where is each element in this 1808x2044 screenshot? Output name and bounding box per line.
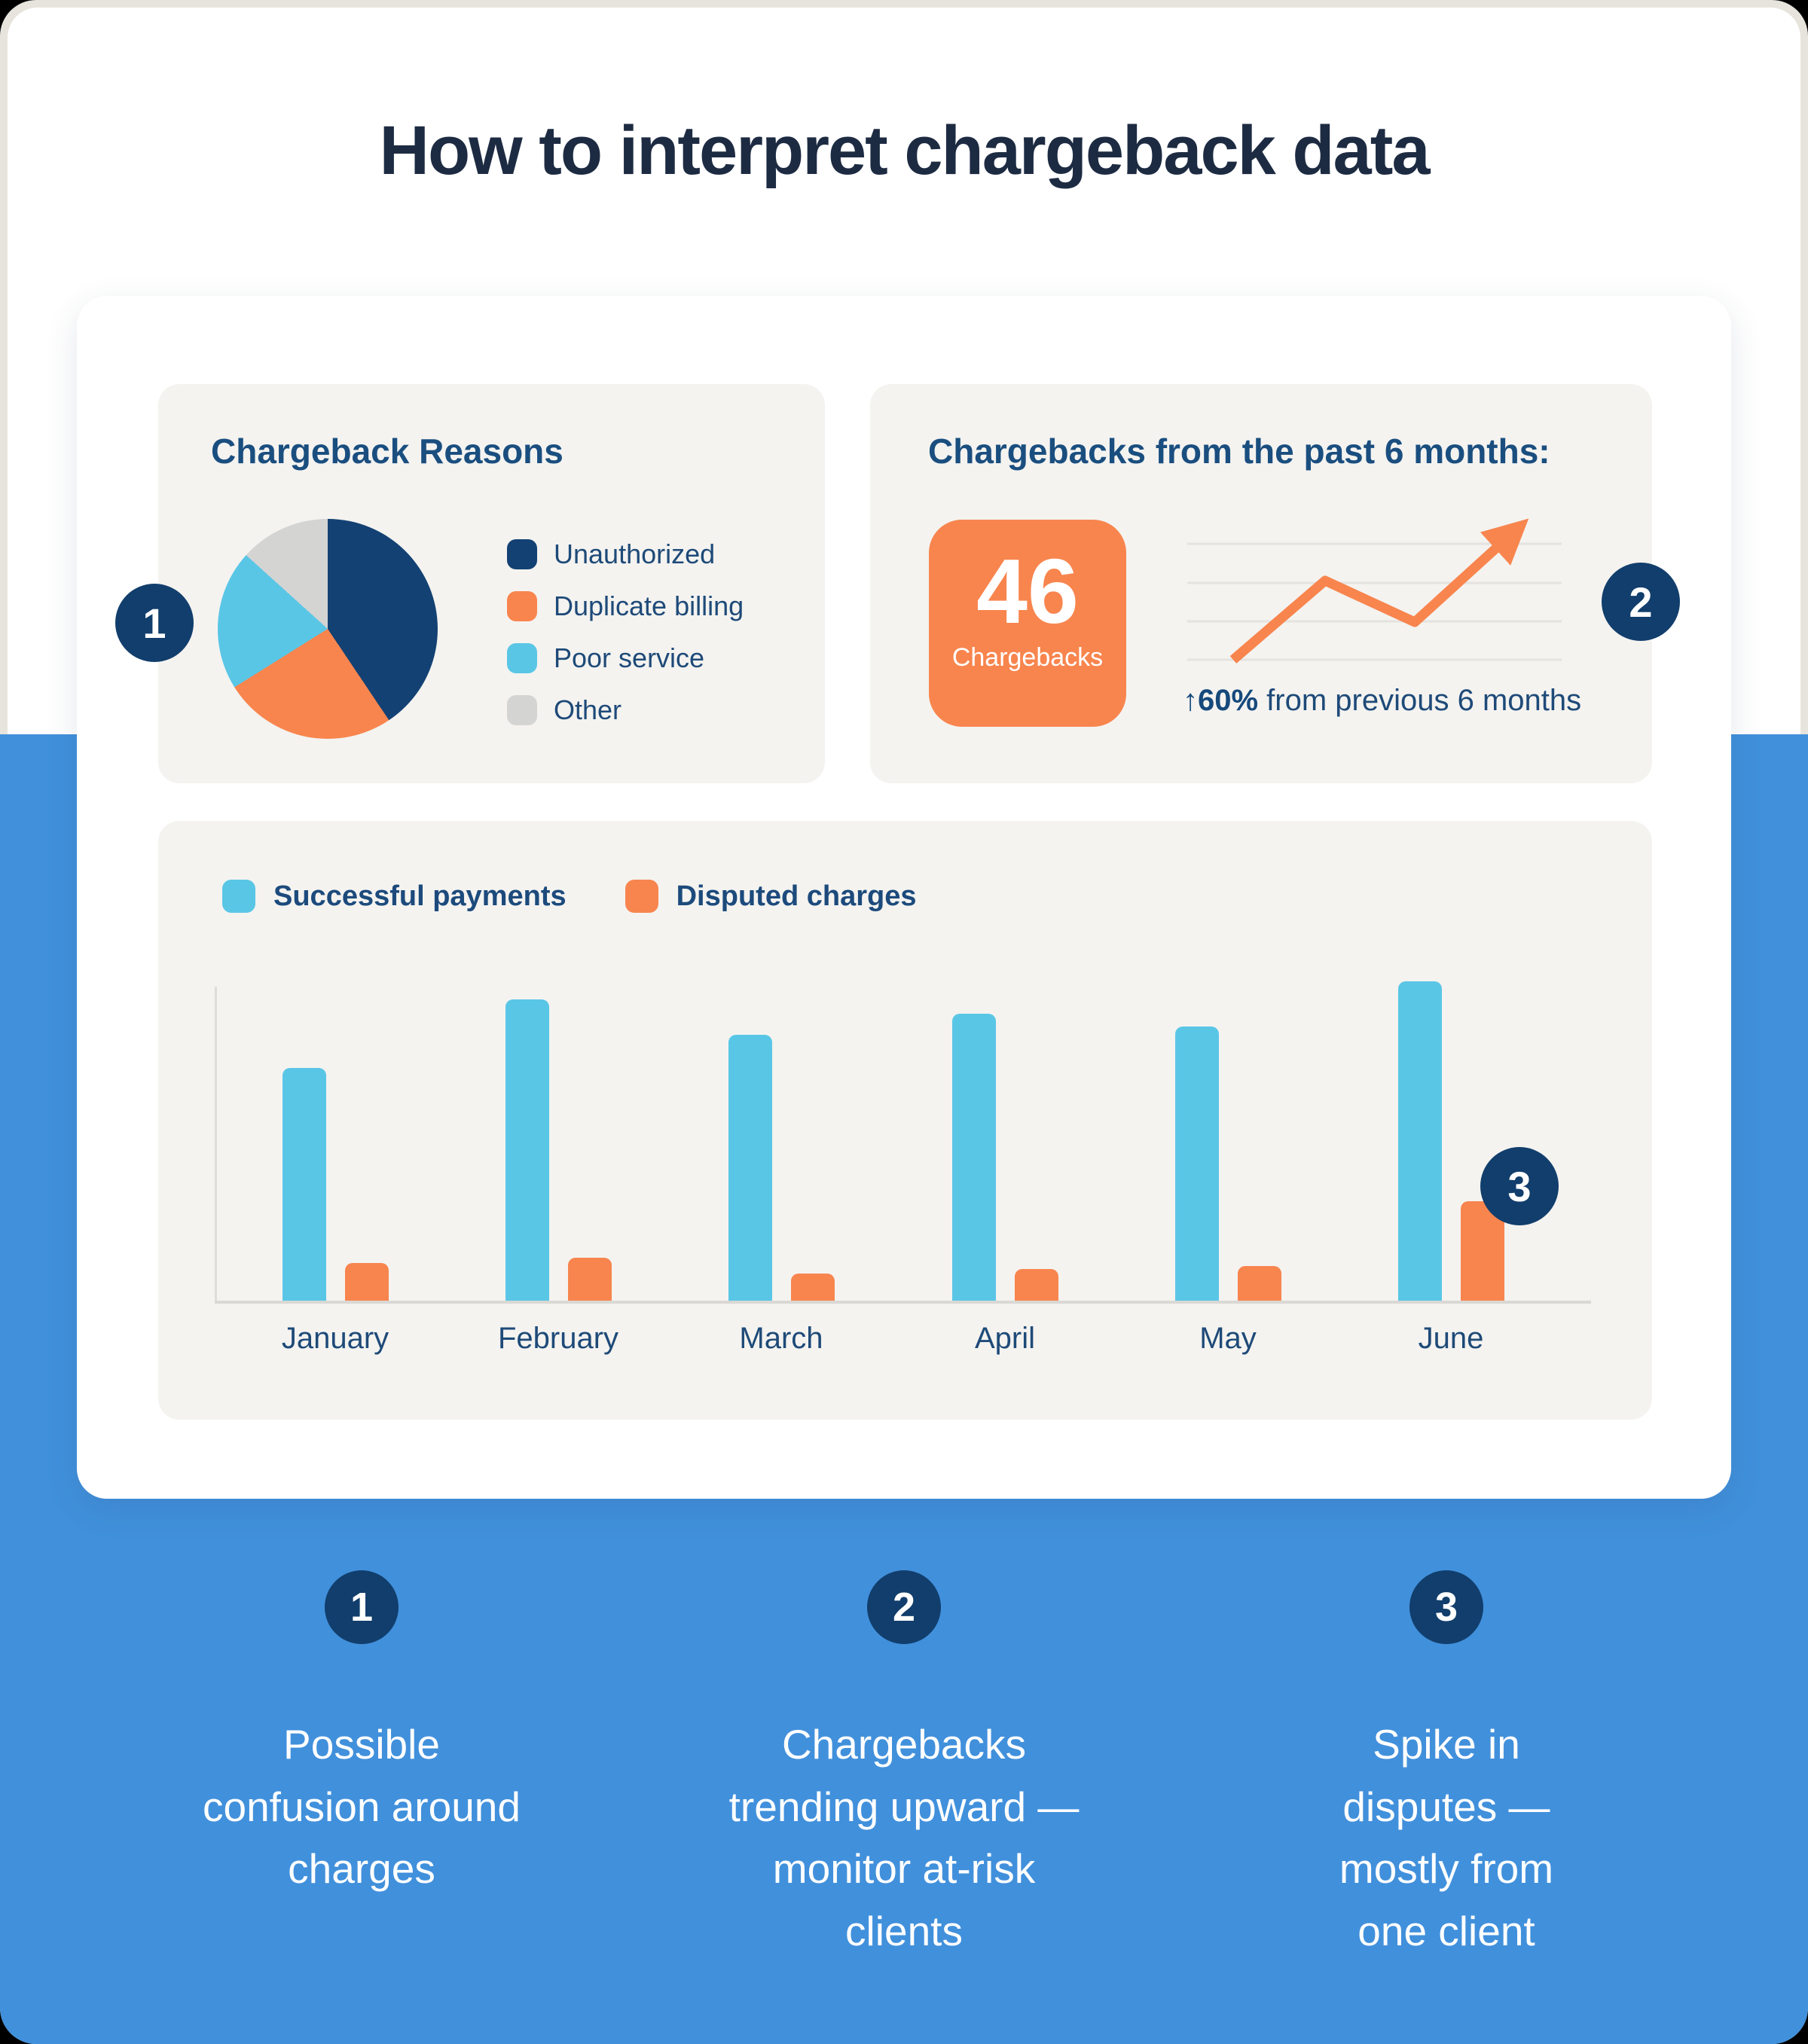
bar-chart-legend: Successful payments Disputed charges xyxy=(222,880,916,913)
pie-card-heading: Chargeback Reasons xyxy=(211,432,563,471)
bar-chart-card: Successful payments Disputed charges Janu… xyxy=(158,821,1652,1420)
bar-legend-item-1-swatch xyxy=(625,880,658,913)
bar-legend-item-0: Successful payments xyxy=(222,880,567,913)
note-text-2: Chargebacks trending upward — monitor at… xyxy=(728,1721,1080,1954)
x-axis-line xyxy=(215,1301,1591,1304)
pie-legend-item-3-swatch xyxy=(507,695,537,725)
y-axis-line xyxy=(215,987,217,1302)
disputed-bar-january xyxy=(345,1263,389,1301)
successful-bar-january xyxy=(282,1068,326,1301)
pie-legend-item-0-swatch xyxy=(507,539,537,569)
note-badge-3: 3 xyxy=(1409,1570,1483,1644)
trend-card: Chargebacks from the past 6 months: 46 C… xyxy=(870,384,1652,783)
bar-legend-item-0-label: Successful payments xyxy=(273,880,567,912)
bar-chart-plot: January February March April May June xyxy=(158,821,1652,1420)
note-text-1: Possible confusion around charges xyxy=(203,1721,521,1892)
successful-bar-april xyxy=(952,1014,996,1301)
note-column-2: 2 Chargebacks trending upward — monitor a… xyxy=(693,1570,1115,1962)
pie-chart xyxy=(218,519,438,739)
month-label-april: April xyxy=(974,1322,1036,1355)
month-label-february: February xyxy=(497,1322,619,1355)
pie-legend-item-1-swatch xyxy=(507,591,537,621)
pie-legend-item-3-label: Other xyxy=(554,694,622,725)
month-label-june: June xyxy=(1418,1322,1484,1355)
chargebacks-stat-box: 46 Chargebacks xyxy=(929,520,1126,727)
pie-legend-item-2-label: Poor service xyxy=(554,642,705,673)
month-label-may: May xyxy=(1199,1322,1257,1355)
pie-legend: Unauthorized Duplicate billing Poor servic… xyxy=(507,538,744,726)
pie-legend-item-2-swatch xyxy=(507,643,537,673)
pie-legend-item-3: Other xyxy=(507,694,744,726)
pie-legend-item-1-label: Duplicate billing xyxy=(554,590,744,621)
bar-legend-item-1: Disputed charges xyxy=(625,880,917,913)
chart-badge-2: 2 xyxy=(1602,563,1680,641)
bar-legend-item-1-label: Disputed charges xyxy=(676,880,917,912)
charts-panel: Chargeback Reasons Unauthorized Duplicate… xyxy=(77,296,1731,1499)
successful-bar-february xyxy=(505,999,549,1301)
successful-bar-may xyxy=(1175,1027,1219,1301)
pie-legend-item-2: Poor service xyxy=(507,642,744,674)
disputed-bar-february xyxy=(568,1258,612,1301)
note-column-3: 3 Spike in disputes — mostly from one cli… xyxy=(1235,1570,1657,1962)
change-highlight: ↑60% xyxy=(1183,684,1259,717)
month-label-january: January xyxy=(281,1322,389,1355)
chart-badge-3: 3 xyxy=(1480,1147,1559,1225)
change-rest: from previous 6 months xyxy=(1258,684,1582,717)
note-badge-2: 2 xyxy=(867,1570,941,1644)
disputed-bar-april xyxy=(1015,1269,1058,1301)
page-title: How to interpret chargeback data xyxy=(379,112,1431,189)
pie-legend-item-0: Unauthorized xyxy=(507,538,744,570)
chart-badge-1: 1 xyxy=(115,584,194,662)
chargebacks-count-label: Chargebacks xyxy=(951,643,1104,673)
trend-card-heading: Chargebacks from the past 6 months: xyxy=(928,432,1550,471)
month-label-march: March xyxy=(739,1322,823,1355)
chargebacks-count: 46 xyxy=(976,540,1079,642)
trend-line xyxy=(1229,518,1529,664)
bar-legend-item-0-swatch xyxy=(222,880,255,913)
disputed-bar-march xyxy=(791,1274,835,1301)
change-row: ↑60% from previous 6 months xyxy=(1183,684,1581,718)
trend-line-chart xyxy=(1187,518,1562,664)
pie-chart-card: Chargeback Reasons Unauthorized Duplicate… xyxy=(158,384,825,783)
note-badge-1: 1 xyxy=(325,1570,399,1644)
successful-bar-march xyxy=(728,1035,772,1301)
note-text-3: Spike in disputes — mostly from one clie… xyxy=(1339,1721,1554,1954)
pie-legend-item-0-label: Unauthorized xyxy=(554,538,716,569)
pie-legend-item-1: Duplicate billing xyxy=(507,590,744,622)
successful-bar-june xyxy=(1398,981,1442,1301)
note-column-1: 1 Possible confusion around charges xyxy=(151,1570,573,1962)
disputed-bar-may xyxy=(1238,1266,1281,1301)
notes-section: 1 Possible confusion around charges 2 Charg… xyxy=(0,1570,1808,1962)
